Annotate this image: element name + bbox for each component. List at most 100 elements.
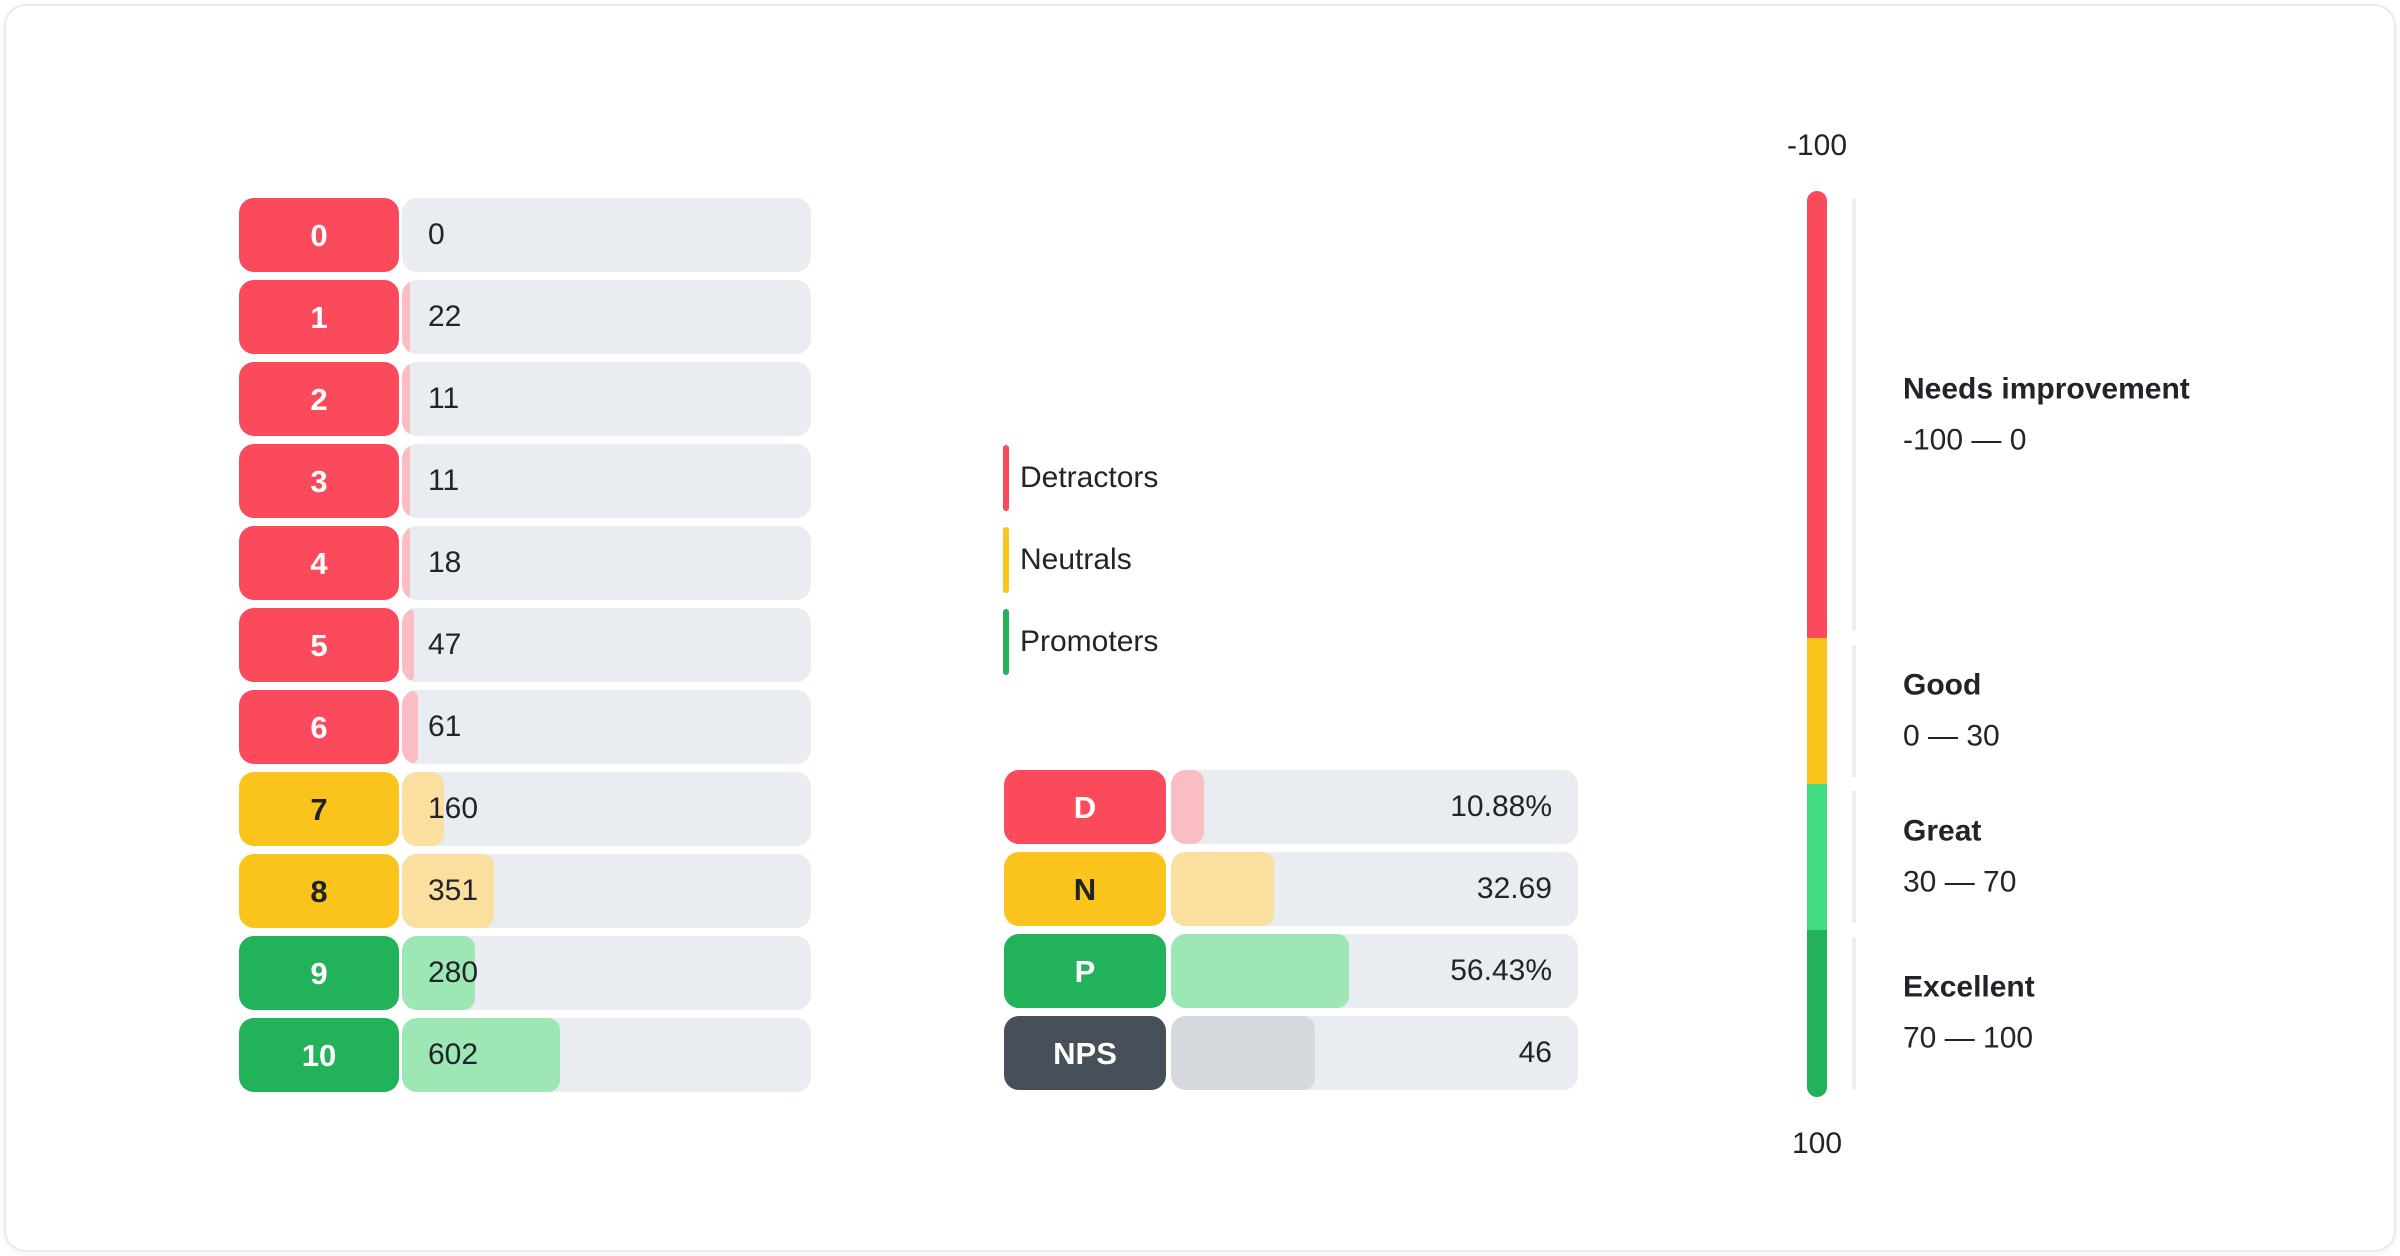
score-track-0: 0 [402,198,811,272]
gauge-section-range: 70 — 100 [1903,1021,2034,1055]
summary-row-nps: NPS 46 [1004,1016,1578,1090]
legend-item-detractors: Detractors [1003,445,1158,511]
score-fill-9 [402,936,476,1010]
score-row-5: 5 47 [239,608,811,682]
gauge-max-label: -100 [1786,129,1848,162]
score-fill-2 [402,362,410,436]
score-row-4: 4 18 [239,526,811,600]
detractors-pill: D [1004,770,1166,844]
neutrals-swatch-icon [1003,527,1009,593]
gauge-section-range: 30 — 70 [1903,865,2017,899]
gauge-section-great: Great 30 — 70 [1903,814,2016,899]
score-track-4: 18 [402,526,811,600]
score-track-1: 22 [402,280,811,354]
score-pill-6: 6 [239,690,399,764]
legend-item-promoters: Promoters [1003,609,1158,675]
detractors-swatch-icon [1003,445,1009,511]
gauge-section-good: Good 0 — 30 [1903,669,2000,754]
gauge-segment-excellent [1807,929,1827,1097]
gauge-segment-needs-improvement [1807,191,1827,639]
summary-row-neutrals: N 32.69 [1004,852,1578,926]
nps-summary-chart: D 10.88% N 32.69 P 56.43% NPS 46 [1004,770,1578,1090]
detractors-percentage: 10.88% [1450,790,1552,823]
nps-gauge: -100 Needs improvement -100 — 0 Good 0 —… [1787,129,2387,1160]
score-fill-3 [402,444,410,518]
gauge-section-title: Excellent [1903,970,2035,1004]
neutrals-fill [1171,852,1275,926]
score-value-5: 47 [428,628,462,661]
score-value-7: 160 [428,792,479,825]
score-pill-4: 4 [239,526,399,600]
gauge-section-excellent: Excellent 70 — 100 [1903,971,2035,1056]
score-value-4: 18 [428,546,462,579]
nps-legend: Detractors Neutrals Promoters [1003,445,1158,675]
score-pill-9: 9 [239,936,399,1010]
gauge-min-label: 100 [1791,1127,1843,1160]
score-fill-10 [402,1018,560,1092]
promoters-pill: P [1004,934,1166,1008]
gauge-tick-line [1852,191,1856,1097]
score-value-0: 0 [428,218,445,251]
score-pill-3: 3 [239,444,399,518]
score-track-7: 160 [402,772,811,846]
score-fill-8 [402,854,494,928]
gauge-section-title: Good [1903,668,1982,702]
score-row-10: 10 602 [239,1018,811,1092]
score-track-9: 280 [402,936,811,1010]
gauge-bar [1807,191,1827,1097]
nps-fill [1171,1016,1316,1090]
nps-report-card: 0 0 1 22 2 11 3 11 [4,4,2396,1252]
gauge-tick-needs-improvement [1852,191,1856,638]
gauge-section-range: -100 — 0 [1903,423,2027,457]
promoters-percentage: 56.43% [1450,954,1552,987]
promoters-fill [1171,934,1349,1008]
neutrals-pill: N [1004,852,1166,926]
score-row-3: 3 11 [239,444,811,518]
score-track-5: 47 [402,608,811,682]
score-value-3: 11 [428,464,460,497]
score-value-2: 11 [428,382,460,415]
score-value-10: 602 [428,1038,479,1071]
score-pill-1: 1 [239,280,399,354]
score-pill-10: 10 [239,1018,399,1092]
score-value-9: 280 [428,956,479,989]
score-pill-8: 8 [239,854,399,928]
score-row-8: 8 351 [239,854,811,928]
gauge-section-range: 0 — 30 [1903,719,2000,753]
legend-item-neutrals: Neutrals [1003,527,1158,593]
score-value-8: 351 [428,874,479,907]
nps-pill: NPS [1004,1016,1166,1090]
score-distribution-chart: 0 0 1 22 2 11 3 11 [239,198,811,1092]
score-pill-0: 0 [239,198,399,272]
score-row-9: 9 280 [239,936,811,1010]
nps-track: 46 [1171,1016,1578,1090]
score-fill-4 [402,526,410,600]
gauge-section-title: Great [1903,814,1982,848]
legend-label-neutrals: Neutrals [1020,543,1132,576]
score-track-10: 602 [402,1018,811,1092]
gauge-tick-excellent [1852,930,1856,1097]
score-value-6: 61 [428,710,462,743]
score-fill-7 [402,772,444,846]
score-track-3: 11 [402,444,811,518]
score-fill-1 [402,280,410,354]
promoters-swatch-icon [1003,609,1009,675]
summary-row-detractors: D 10.88% [1004,770,1578,844]
legend-label-detractors: Detractors [1020,461,1159,494]
gauge-segment-good [1807,638,1827,784]
neutrals-percentage: 32.69 [1476,872,1552,905]
nps-score-value: 46 [1518,1036,1552,1069]
score-track-6: 61 [402,690,811,764]
detractors-track: 10.88% [1171,770,1578,844]
score-track-8: 351 [402,854,811,928]
gauge-section-needs-improvement: Needs improvement -100 — 0 [1903,372,2190,457]
score-row-0: 0 0 [239,198,811,272]
score-pill-5: 5 [239,608,399,682]
gauge-tick-good [1852,638,1856,784]
score-pill-7: 7 [239,772,399,846]
legend-label-promoters: Promoters [1020,625,1159,658]
score-track-2: 11 [402,362,811,436]
neutrals-track: 32.69 [1171,852,1578,926]
gauge-tick-great [1852,784,1856,930]
promoters-track: 56.43% [1171,934,1578,1008]
